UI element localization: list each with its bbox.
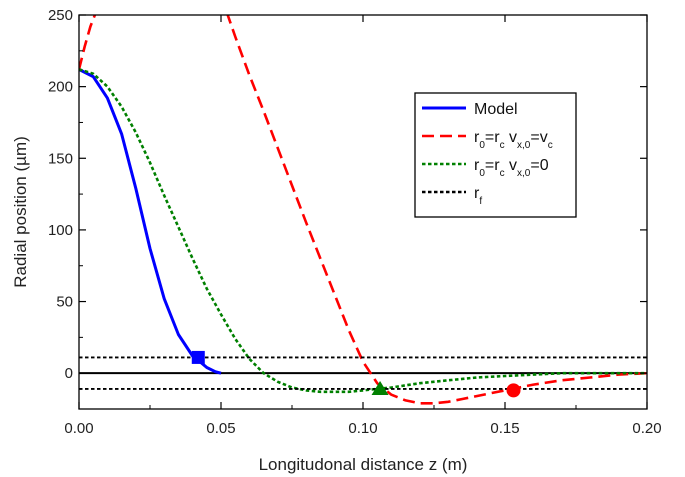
y-tick-label: 150 xyxy=(48,150,73,167)
y-tick-label: 100 xyxy=(48,222,73,239)
series-r0_vc-line-1 xyxy=(226,15,647,405)
axis-ticks: 0.00 0.05 0.10 0.15 0.20 0 50 100 150 200 250 xyxy=(48,7,662,437)
x-tick-label: 0.15 xyxy=(490,420,519,437)
legend-box xyxy=(414,92,577,218)
series-r0_vc-line-0 xyxy=(79,15,97,70)
series-r0_vc-end-marker xyxy=(506,383,521,398)
series-end-markers xyxy=(191,350,521,398)
y-tick-label: 50 xyxy=(56,294,73,311)
series-r0_zero-end-marker xyxy=(371,380,389,395)
legend-label-rf: rf xyxy=(474,185,482,207)
x-tick-label: 0.05 xyxy=(206,420,235,437)
x-tick-label: 0.20 xyxy=(632,420,661,437)
x-axis-title: Longitudonal distance z (m) xyxy=(259,455,468,474)
x-tick-label: 0.00 xyxy=(64,420,93,437)
plot-area xyxy=(79,15,647,405)
y-tick-label: 200 xyxy=(48,79,73,96)
legend-label-r0_vc: r0=rc vx,0=vc xyxy=(474,129,553,151)
series-r0_zero-line xyxy=(79,68,647,394)
series-model-line xyxy=(79,68,222,375)
legend-label-model: Model xyxy=(474,101,518,118)
y-tick-label: 250 xyxy=(48,7,73,24)
legend: Model r0=rc vx,0=vc r0=rc vx,0=0 rf xyxy=(414,92,577,218)
x-tick-label: 0.10 xyxy=(348,420,377,437)
y-axis-title: Radial position (µm) xyxy=(11,136,30,288)
series-model-end-marker xyxy=(191,350,205,364)
y-tick-label: 0 xyxy=(65,365,73,382)
legend-label-r0_zero: r0=rc vx,0=0 xyxy=(474,157,549,179)
